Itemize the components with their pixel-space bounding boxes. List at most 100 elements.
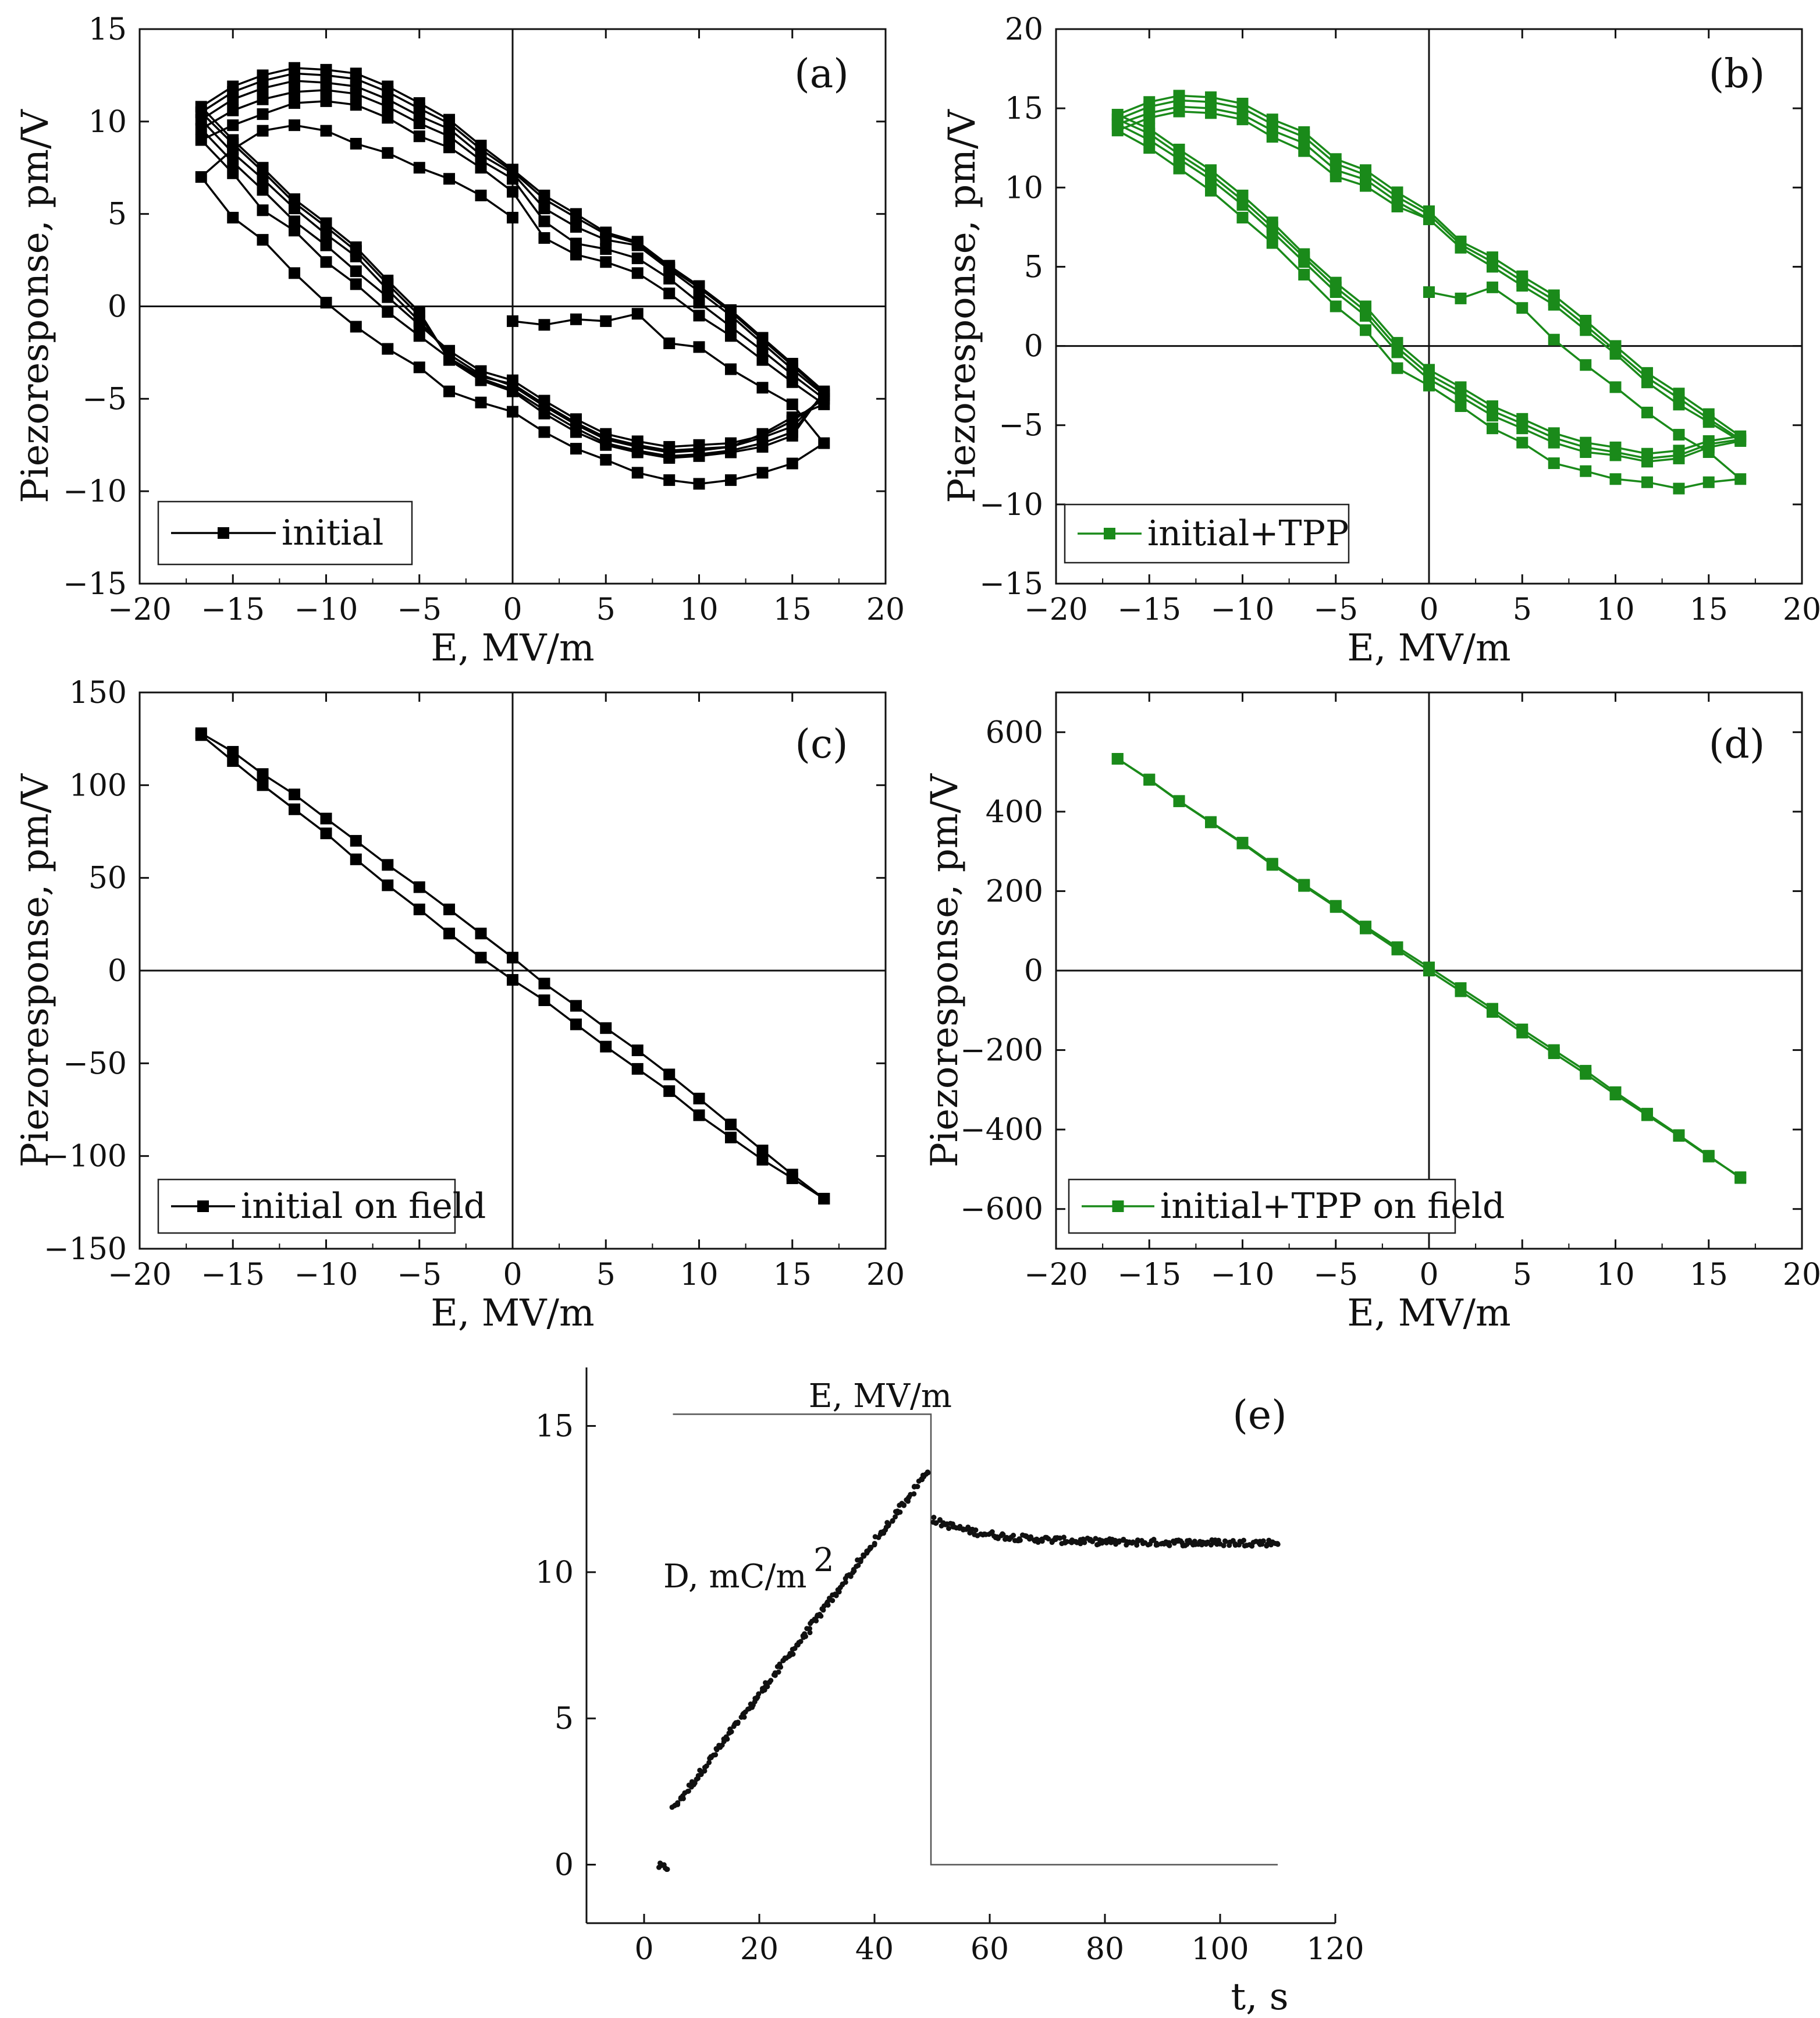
data-point-marker [507, 186, 518, 198]
data-point-marker [413, 903, 425, 915]
data-point-marker [1236, 837, 1249, 849]
data-point [946, 1526, 952, 1532]
data-point-marker [320, 95, 332, 107]
data-point-marker [570, 221, 582, 233]
data-point-marker [227, 147, 239, 159]
x-tick-label: −20 [108, 1257, 172, 1292]
data-point-marker [538, 319, 550, 331]
legend-label: initial+TPP on field [1160, 1186, 1505, 1227]
data-point-marker [724, 474, 737, 486]
data-point-marker [257, 768, 269, 780]
data-point-marker [195, 727, 207, 740]
data-point-marker [289, 119, 301, 132]
x-tick-label: 120 [1306, 1932, 1364, 1967]
data-point-marker [693, 450, 705, 462]
data-point-marker [413, 361, 425, 374]
data-point-marker [320, 812, 332, 825]
data-point-marker [631, 1044, 644, 1057]
data-point [685, 1788, 691, 1794]
data-point-marker [1580, 359, 1592, 371]
y-tick-label: 400 [986, 795, 1043, 830]
data-point-marker [1205, 816, 1217, 828]
data-point-marker [631, 446, 644, 459]
data-point [756, 1691, 762, 1697]
data-point-marker [1486, 1003, 1498, 1015]
data-point-marker [257, 234, 269, 246]
data-point-marker [756, 440, 769, 453]
data-point-marker [382, 859, 394, 871]
data-point-marker [320, 63, 332, 76]
x-tick-label: 10 [1596, 592, 1634, 627]
y-tick-label: 200 [986, 874, 1043, 909]
data-point-marker [320, 827, 332, 840]
data-point-marker [1516, 1024, 1528, 1036]
data-point-marker [350, 137, 362, 150]
data-point-marker [1143, 96, 1156, 108]
y-tick-label: −150 [44, 1232, 127, 1267]
data-point-marker [1516, 436, 1528, 449]
data-point-marker [1548, 289, 1560, 301]
data-point [1011, 1533, 1016, 1539]
data-point-marker [1360, 164, 1372, 176]
data-point-marker [1580, 436, 1592, 449]
data-point-marker [350, 834, 362, 847]
legend-marker [197, 1200, 209, 1212]
x-tick-label: −5 [397, 1257, 442, 1292]
y-tick-label: −5 [998, 408, 1043, 443]
data-point-marker [1423, 286, 1435, 298]
data-point-marker [663, 474, 676, 486]
data-point-marker [382, 147, 394, 159]
data-point-marker [443, 385, 456, 397]
data-point-marker [538, 978, 550, 990]
x-tick-label: 0 [1419, 1257, 1438, 1292]
data-point [1061, 1534, 1067, 1540]
data-point [1151, 1537, 1157, 1543]
data-point [1232, 1541, 1238, 1547]
data-point-marker [475, 140, 487, 152]
data-point [901, 1502, 907, 1508]
panel-tag: (d) [1709, 722, 1765, 768]
data-point-marker [1266, 858, 1278, 870]
data-point-marker [1580, 1065, 1592, 1077]
y-tick-label: 0 [1024, 329, 1043, 364]
data-point-marker [1455, 292, 1467, 304]
data-point [886, 1521, 892, 1527]
data-point-marker [413, 306, 425, 318]
data-point [706, 1760, 712, 1765]
data-point-marker [756, 467, 769, 479]
data-point-marker [227, 119, 239, 132]
data-point-marker [257, 69, 269, 81]
data-point [872, 1542, 877, 1548]
data-point-marker [693, 1092, 705, 1104]
x-tick-label: 5 [596, 592, 616, 627]
data-point-marker [786, 357, 798, 370]
data-point-marker [600, 454, 612, 466]
y-tick-label: 5 [554, 1701, 574, 1736]
y-tick-label: −15 [979, 567, 1043, 602]
data-point-marker [1580, 465, 1592, 477]
data-point-marker [756, 1145, 769, 1157]
legend-marker [1112, 1200, 1124, 1212]
data-point-marker [443, 173, 456, 185]
y-axis-label: Piezoresponse, pm/V [941, 108, 984, 503]
x-tick-label: 0 [634, 1932, 653, 1967]
data-point-marker [257, 108, 269, 120]
data-point-marker [724, 321, 737, 333]
data-point-marker [756, 1154, 769, 1166]
data-point-marker [570, 208, 582, 220]
y-tick-label: −600 [960, 1192, 1043, 1227]
data-point [1222, 1539, 1228, 1544]
data-point-marker [600, 315, 612, 327]
data-point-marker [382, 343, 394, 355]
data-point-marker [1298, 879, 1310, 891]
data-point-marker [227, 134, 239, 146]
data-point [807, 1630, 813, 1636]
data-point-marker [1548, 457, 1560, 470]
data-point-marker [350, 99, 362, 111]
y-tick-label: 0 [1024, 954, 1043, 989]
data-point-marker [1641, 447, 1653, 460]
data-point-marker [1391, 337, 1403, 349]
data-point-marker [1330, 153, 1342, 165]
data-point-marker [600, 256, 612, 268]
data-point [843, 1579, 848, 1585]
